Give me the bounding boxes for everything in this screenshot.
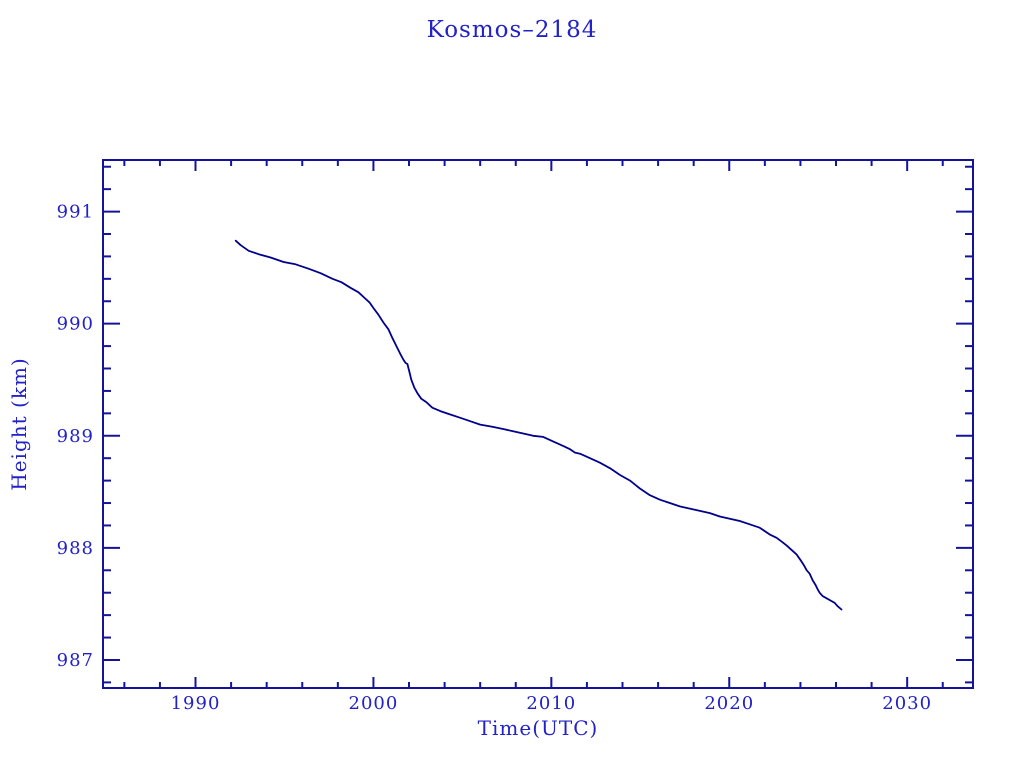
data-curve-orbital-height bbox=[234, 239, 843, 611]
x-axis-label: Time(UTC) bbox=[477, 716, 599, 740]
x-tick-label: 2030 bbox=[882, 693, 932, 714]
y-tick-label: 987 bbox=[57, 650, 94, 671]
axis-frame bbox=[102, 159, 974, 689]
y-tick-label: 990 bbox=[57, 314, 94, 335]
y-tick-label: 988 bbox=[57, 538, 94, 559]
x-tick-label: 2010 bbox=[526, 693, 576, 714]
x-tick-label: 2020 bbox=[704, 693, 754, 714]
y-tick-label: 991 bbox=[57, 202, 94, 223]
x-tick-label: 1990 bbox=[171, 693, 221, 714]
chart-title: Kosmos–2184 bbox=[426, 17, 598, 43]
x-tick-label: 2000 bbox=[349, 693, 399, 714]
y-tick-label: 989 bbox=[57, 426, 94, 447]
